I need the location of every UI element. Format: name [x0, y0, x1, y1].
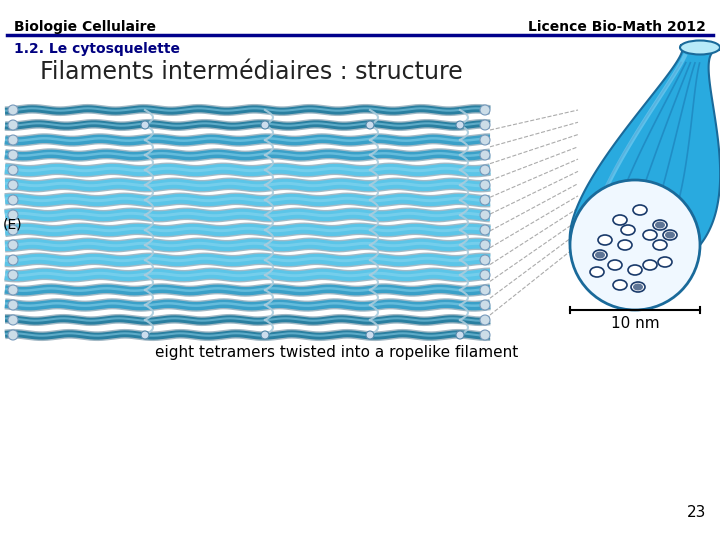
Ellipse shape — [613, 280, 627, 290]
Circle shape — [8, 225, 18, 235]
Text: Biologie Cellulaire: Biologie Cellulaire — [14, 20, 156, 34]
Circle shape — [141, 331, 149, 339]
Text: 1.2. Le cytosquelette: 1.2. Le cytosquelette — [14, 42, 180, 56]
Ellipse shape — [593, 250, 607, 260]
Circle shape — [141, 121, 149, 129]
Circle shape — [8, 270, 18, 280]
Circle shape — [480, 330, 490, 340]
Text: 23: 23 — [687, 505, 706, 520]
Ellipse shape — [598, 235, 612, 245]
Ellipse shape — [595, 252, 605, 259]
Circle shape — [261, 121, 269, 129]
Ellipse shape — [628, 265, 642, 275]
Text: Licence Bio-Math 2012: Licence Bio-Math 2012 — [528, 20, 706, 34]
Circle shape — [480, 135, 490, 145]
Circle shape — [480, 225, 490, 235]
Text: eight tetramers twisted into a ropelike filament: eight tetramers twisted into a ropelike … — [155, 345, 518, 360]
Circle shape — [8, 180, 18, 190]
Ellipse shape — [680, 40, 720, 55]
Circle shape — [8, 330, 18, 340]
Ellipse shape — [643, 230, 657, 240]
Circle shape — [8, 135, 18, 145]
Circle shape — [480, 270, 490, 280]
Circle shape — [480, 285, 490, 295]
Circle shape — [480, 255, 490, 265]
Circle shape — [8, 165, 18, 175]
Circle shape — [456, 331, 464, 339]
Circle shape — [366, 331, 374, 339]
Polygon shape — [570, 45, 720, 245]
Ellipse shape — [590, 267, 604, 277]
Text: (E): (E) — [3, 218, 22, 232]
Ellipse shape — [663, 230, 677, 240]
Circle shape — [480, 180, 490, 190]
Circle shape — [480, 300, 490, 310]
Ellipse shape — [631, 282, 645, 292]
Ellipse shape — [665, 232, 675, 239]
Circle shape — [480, 210, 490, 220]
Circle shape — [8, 315, 18, 325]
Circle shape — [480, 240, 490, 250]
Circle shape — [570, 180, 700, 310]
Ellipse shape — [613, 215, 627, 225]
Ellipse shape — [653, 220, 667, 230]
Circle shape — [8, 120, 18, 130]
Circle shape — [8, 105, 18, 115]
Text: 10 nm: 10 nm — [611, 316, 660, 331]
Text: Filaments intermédiaires : structure: Filaments intermédiaires : structure — [40, 60, 463, 84]
Ellipse shape — [633, 205, 647, 215]
Circle shape — [456, 121, 464, 129]
Circle shape — [261, 331, 269, 339]
Circle shape — [480, 120, 490, 130]
Ellipse shape — [655, 221, 665, 228]
Circle shape — [8, 150, 18, 160]
Circle shape — [480, 165, 490, 175]
Ellipse shape — [643, 260, 657, 270]
Circle shape — [480, 315, 490, 325]
Circle shape — [480, 195, 490, 205]
Ellipse shape — [618, 240, 632, 250]
Circle shape — [8, 210, 18, 220]
Ellipse shape — [608, 260, 622, 270]
Circle shape — [366, 121, 374, 129]
Ellipse shape — [621, 225, 635, 235]
Circle shape — [8, 285, 18, 295]
Circle shape — [480, 150, 490, 160]
Circle shape — [8, 255, 18, 265]
Circle shape — [8, 300, 18, 310]
Circle shape — [480, 105, 490, 115]
Circle shape — [8, 195, 18, 205]
Ellipse shape — [658, 257, 672, 267]
Ellipse shape — [653, 240, 667, 250]
Circle shape — [8, 240, 18, 250]
Ellipse shape — [633, 284, 643, 291]
